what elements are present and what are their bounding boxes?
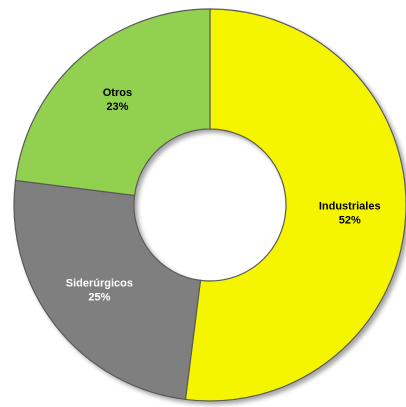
slice-label: Industriales: [319, 201, 381, 213]
slice: [184, 8, 406, 402]
slice-value: 52%: [339, 215, 361, 227]
slice-value: 23%: [106, 101, 128, 113]
slice: [13, 179, 202, 401]
labels: Industriales 52% Siderúrgicos 25% Otros 23%: [66, 87, 381, 304]
donut: [13, 8, 406, 402]
slice: [14, 8, 211, 197]
slice-value: 25%: [88, 292, 110, 304]
slice-label: Siderúrgicos: [66, 278, 133, 290]
slice-label: Otros: [103, 87, 132, 99]
